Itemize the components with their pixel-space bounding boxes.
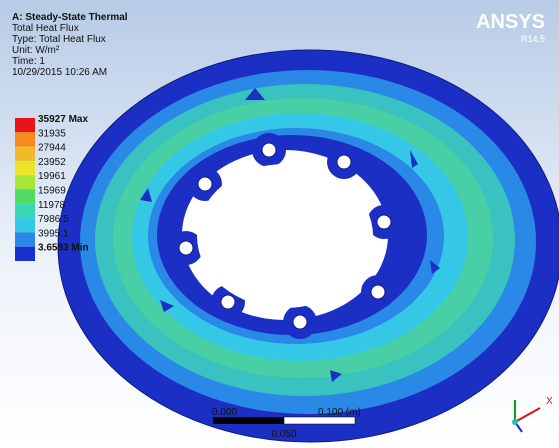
legend-swatch	[15, 204, 35, 218]
info-line: Type: Total Heat Flux	[12, 34, 106, 45]
legend-label: 23952	[38, 157, 66, 168]
viewport: A: Steady-State Thermal Total Heat FluxT…	[0, 0, 559, 443]
legend-swatch	[15, 147, 35, 161]
info-line: Unit: W/m²	[12, 45, 60, 56]
version: R14.5	[521, 34, 545, 44]
legend-swatch	[15, 247, 35, 261]
info-line: Total Heat Flux	[12, 23, 79, 34]
legend-label: 11978	[38, 200, 66, 211]
legend-swatch	[15, 175, 35, 189]
scale-end: 0.100 (m)	[318, 407, 361, 418]
triad-x-label: X	[546, 396, 553, 407]
brake-disc	[58, 50, 559, 442]
analysis-title: A: Steady-State Thermal	[12, 12, 128, 23]
legend-swatch	[15, 118, 35, 132]
legend-label: 7986.5	[38, 214, 69, 225]
legend-label: 15969	[38, 186, 66, 197]
legend-swatch	[15, 190, 35, 204]
legend-label: 31935	[38, 128, 66, 139]
scale-bar-black	[213, 417, 284, 424]
legend-label: 27944	[38, 143, 66, 154]
legend-swatch	[15, 218, 35, 232]
info-line: 10/29/2015 10:26 AM	[12, 67, 107, 78]
legend-label: 35927 Max	[38, 114, 88, 125]
legend-label: 3.6583 Min	[38, 243, 89, 254]
legend-label: 3995.1	[38, 228, 69, 239]
info-line: Time: 1	[12, 56, 45, 67]
scale-middle: 0.050	[271, 429, 296, 440]
legend-swatch	[15, 161, 35, 175]
legend-swatch	[15, 132, 35, 146]
scale-bar-white	[284, 417, 355, 424]
scale-start: 0.000	[212, 407, 237, 418]
legend-label: 19961	[38, 171, 66, 182]
logo: ANSYS	[476, 11, 545, 33]
legend-swatch	[15, 232, 35, 246]
